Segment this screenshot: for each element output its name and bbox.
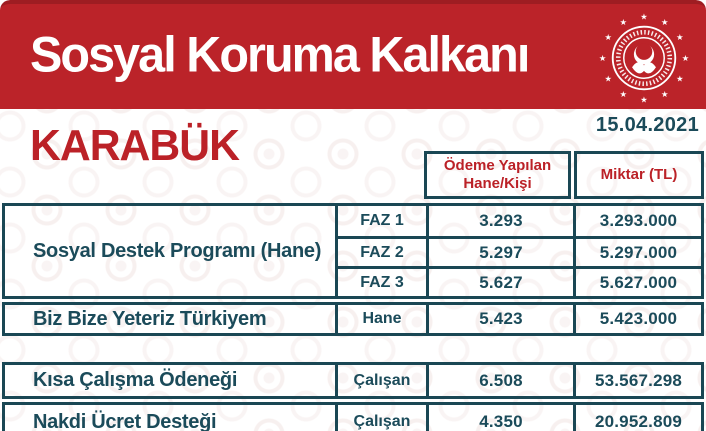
column-headers: Ödeme Yapılan Hane/Kişi Miktar (TL) [424,151,704,199]
column-header-payments: Ödeme Yapılan Hane/Kişi [424,151,571,199]
ministry-emblem-icon: ★★ ★★ ★★ ★★ ★★ ★★ ★ [598,12,690,105]
payment-count: 5.297 [426,236,573,266]
payment-count: 3.293 [426,206,573,236]
row-sub-label: Çalışan [335,405,426,431]
row-sub-label: Hane [335,305,426,333]
svg-text:★: ★ [640,12,647,22]
svg-text:★: ★ [620,17,627,27]
page-title: Sosyal Koruma Kalkanı [30,26,530,83]
province-title: KARABÜK [30,121,240,170]
row-sub-label: FAZ 2 [335,236,426,266]
table-group-sosyal-destek: Sosyal Destek Programı (Hane) FAZ 1 3.29… [2,203,704,299]
data-table: Sosyal Destek Programı (Hane) FAZ 1 3.29… [2,203,704,431]
table-row-biz-bize: Biz Bize Yeteriz Türkiyem Hane 5.423 5.4… [2,302,704,336]
row-sub-label: Çalışan [335,365,426,396]
payment-count: 6.508 [426,365,573,396]
program-name: Biz Bize Yeteriz Türkiyem [5,305,338,333]
payment-count: 5.627 [426,266,573,296]
payment-amount: 20.952.809 [573,405,701,431]
payment-amount: 5.627.000 [573,266,701,296]
svg-text:★: ★ [640,94,647,104]
table-row-nakdi-ucret: Nakdi Ücret Desteği Çalışan 4.350 20.952… [2,402,704,431]
svg-text:★: ★ [661,89,668,99]
program-name: Kısa Çalışma Ödeneği [5,365,338,396]
payment-amount: 3.293.000 [573,206,701,236]
payment-count: 5.423 [426,305,573,333]
svg-text:★: ★ [605,74,612,84]
program-name: Nakdi Ücret Desteği [5,405,338,431]
banner: Sosyal Koruma Kalkanı ★ ★ ★ ★ ★ ★ ★ ★ ★ ★ ★ ★ … [0,0,706,109]
row-sub-label: FAZ 3 [335,266,426,296]
payment-amount: 5.297.000 [573,236,701,266]
svg-text:★: ★ [605,32,612,42]
column-header-amount: Miktar (TL) [574,151,704,199]
svg-text:★: ★ [682,53,689,63]
payment-amount: 53.567.298 [573,365,701,396]
svg-text:★: ★ [676,32,683,42]
svg-text:★: ★ [661,17,668,27]
svg-text:★: ★ [599,53,606,63]
payment-count: 4.350 [426,405,573,431]
program-name: Sosyal Destek Programı (Hane) [5,206,338,296]
report-date: 15.04.2021 [595,114,699,136]
row-sub-label: FAZ 1 [335,206,426,236]
svg-text:★: ★ [620,89,627,99]
table-row-kisa-calisma: Kısa Çalışma Ödeneği Çalışan 6.508 53.56… [2,362,704,399]
table-header-area: KARABÜK 15.04.2021 Ödeme Yapılan Hane/Ki… [0,109,706,199]
table-section-gap [2,336,704,362]
payment-amount: 5.423.000 [573,305,701,333]
svg-text:★: ★ [676,74,683,84]
